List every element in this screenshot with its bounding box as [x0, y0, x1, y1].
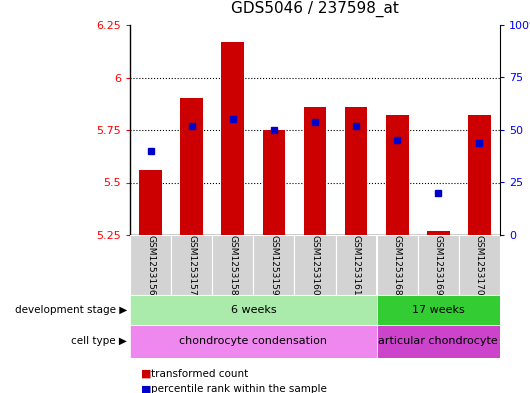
- Text: chondrocyte condensation: chondrocyte condensation: [179, 336, 328, 347]
- Bar: [427, 231, 449, 235]
- Bar: [295, 235, 335, 295]
- Text: GSM1253159: GSM1253159: [269, 235, 278, 295]
- Text: articular chondrocyte: articular chondrocyte: [378, 336, 498, 347]
- Bar: [130, 325, 377, 358]
- Bar: [345, 107, 367, 235]
- Text: percentile rank within the sample: percentile rank within the sample: [151, 384, 327, 393]
- Bar: [262, 130, 285, 235]
- Bar: [222, 42, 244, 235]
- Text: GSM1253156: GSM1253156: [146, 235, 155, 295]
- Text: 6 weeks: 6 weeks: [231, 305, 276, 315]
- Text: GSM1253168: GSM1253168: [393, 235, 402, 295]
- Bar: [304, 107, 326, 235]
- Bar: [377, 235, 418, 295]
- Bar: [212, 235, 253, 295]
- Bar: [171, 235, 212, 295]
- Text: ■: ■: [140, 384, 151, 393]
- Bar: [139, 170, 162, 235]
- Text: cell type ▶: cell type ▶: [72, 336, 127, 347]
- Text: GSM1253158: GSM1253158: [228, 235, 237, 295]
- Bar: [468, 115, 491, 235]
- Text: GSM1253170: GSM1253170: [475, 235, 484, 295]
- Text: 17 weeks: 17 weeks: [412, 305, 465, 315]
- Bar: [418, 235, 459, 295]
- Bar: [386, 115, 409, 235]
- Text: transformed count: transformed count: [151, 369, 249, 379]
- Text: ■: ■: [140, 369, 151, 379]
- Text: GDS5046 / 237598_at: GDS5046 / 237598_at: [231, 1, 399, 17]
- Text: GSM1253161: GSM1253161: [351, 235, 360, 295]
- Bar: [180, 99, 203, 235]
- Bar: [377, 295, 500, 325]
- Bar: [377, 325, 500, 358]
- Text: GSM1253157: GSM1253157: [187, 235, 196, 295]
- Bar: [130, 235, 171, 295]
- Text: GSM1253169: GSM1253169: [434, 235, 443, 295]
- Bar: [335, 235, 377, 295]
- Bar: [459, 235, 500, 295]
- Text: GSM1253160: GSM1253160: [311, 235, 320, 295]
- Text: development stage ▶: development stage ▶: [15, 305, 127, 315]
- Bar: [130, 295, 377, 325]
- Bar: [253, 235, 295, 295]
